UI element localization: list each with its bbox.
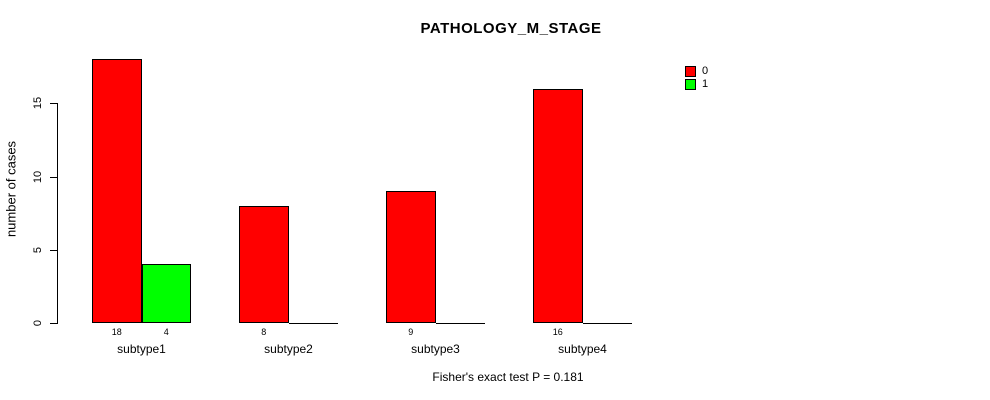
bar-value-label: 9 <box>408 327 414 337</box>
bar-subtype1-series-1 <box>141 264 191 323</box>
annotation-text: Fisher's exact test P = 0.181 <box>432 370 584 384</box>
bar-subtype4-series-0 <box>533 88 583 323</box>
x-category-label: subtype2 <box>264 342 313 356</box>
y-axis-tick <box>50 176 57 178</box>
x-category-label: subtype3 <box>411 342 460 356</box>
y-axis-tick <box>50 103 57 105</box>
y-axis-tick <box>50 249 57 251</box>
legend-label: 0 <box>702 64 709 77</box>
bar-value-label: 18 <box>111 327 122 337</box>
y-tick-label: 15 <box>32 97 44 110</box>
y-tick-label: 10 <box>32 170 44 183</box>
zero-bar-baseline <box>582 323 632 324</box>
legend-swatch-icon <box>685 65 696 77</box>
y-tick-label: 0 <box>32 319 44 327</box>
bar-value-label: 8 <box>261 327 267 337</box>
y-axis-line <box>57 103 58 324</box>
chart-title: PATHOLOGY_M_STAGE <box>420 20 602 37</box>
y-axis-label: number of cases <box>3 140 19 238</box>
legend-label: 1 <box>702 77 709 90</box>
bar-subtype1-series-0 <box>92 59 142 323</box>
bar-value-label: 16 <box>552 327 563 337</box>
zero-bar-baseline <box>288 323 338 324</box>
bar-value-label: 4 <box>163 327 169 337</box>
legend-entry: 0 <box>685 65 708 77</box>
legend-entry: 1 <box>685 78 708 90</box>
x-category-label: subtype4 <box>558 342 607 356</box>
y-tick-label: 5 <box>32 246 44 253</box>
y-axis-tick <box>50 323 57 324</box>
zero-bar-baseline <box>435 323 485 324</box>
bar-subtype3-series-0 <box>386 191 436 323</box>
bar-subtype2-series-0 <box>239 205 289 323</box>
x-category-label: subtype1 <box>117 342 166 356</box>
legend-swatch-icon <box>685 78 696 90</box>
